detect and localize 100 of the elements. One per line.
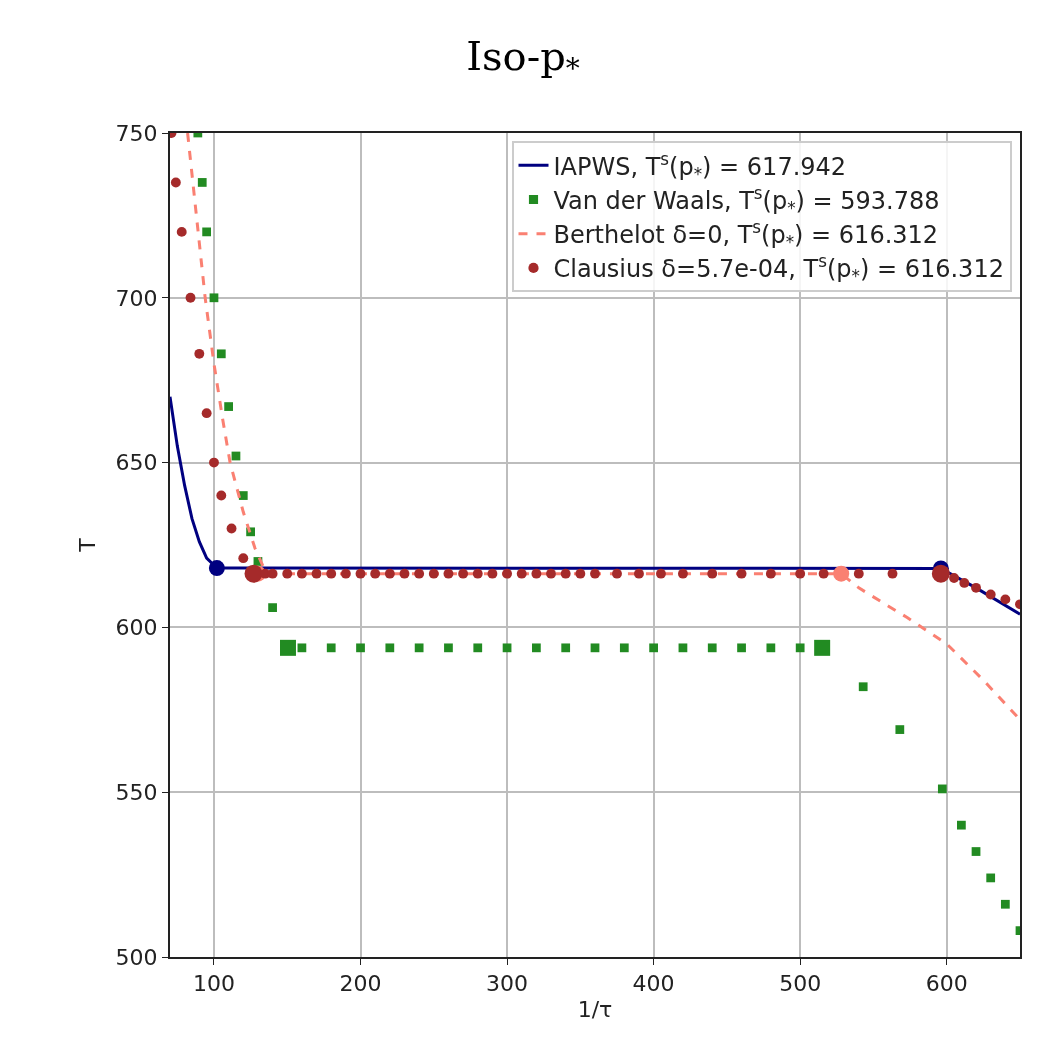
x-tick-label: 300 bbox=[486, 971, 529, 997]
point bbox=[678, 643, 688, 653]
point bbox=[443, 568, 454, 579]
point bbox=[949, 573, 959, 583]
point bbox=[1000, 594, 1011, 605]
point bbox=[472, 568, 483, 579]
point bbox=[561, 643, 571, 653]
point bbox=[887, 568, 898, 579]
point bbox=[176, 226, 187, 237]
point bbox=[765, 568, 776, 579]
point bbox=[209, 457, 219, 468]
y-tick-label: 750 bbox=[115, 120, 158, 146]
point bbox=[516, 568, 527, 579]
point bbox=[384, 568, 395, 579]
point bbox=[238, 553, 249, 564]
point bbox=[532, 643, 541, 653]
x-tick-label: 600 bbox=[925, 971, 968, 997]
point bbox=[795, 568, 806, 579]
point bbox=[971, 582, 981, 593]
point bbox=[216, 349, 226, 359]
legend-label: Van der Waals, T$^{s}$(p$_{*}$) = 593.788 bbox=[553, 182, 940, 218]
point bbox=[444, 643, 453, 653]
point bbox=[502, 568, 513, 579]
point bbox=[414, 568, 425, 579]
point bbox=[1000, 899, 1010, 909]
line-series bbox=[170, 395, 1020, 616]
point bbox=[634, 568, 644, 579]
point bbox=[267, 568, 278, 579]
point bbox=[428, 568, 439, 579]
point bbox=[194, 348, 205, 359]
point bbox=[370, 568, 381, 579]
point bbox=[487, 568, 498, 579]
x-axis-title: 1/τ bbox=[577, 996, 613, 1022]
point bbox=[959, 577, 970, 588]
point bbox=[282, 568, 293, 579]
point bbox=[937, 784, 947, 794]
point bbox=[209, 293, 219, 303]
y-tick-label: 500 bbox=[115, 944, 158, 970]
point bbox=[473, 643, 483, 653]
point bbox=[546, 568, 556, 579]
point bbox=[737, 643, 746, 653]
point bbox=[590, 568, 600, 579]
point bbox=[853, 568, 864, 579]
point bbox=[736, 568, 747, 579]
point bbox=[858, 682, 868, 692]
point bbox=[216, 490, 227, 501]
point bbox=[268, 603, 277, 612]
point bbox=[355, 568, 366, 579]
point bbox=[707, 643, 717, 653]
point bbox=[326, 643, 336, 653]
point bbox=[208, 560, 225, 577]
y-tick-label: 650 bbox=[115, 450, 158, 476]
point bbox=[202, 227, 212, 237]
point bbox=[502, 643, 512, 653]
point bbox=[707, 568, 718, 579]
point bbox=[677, 568, 688, 579]
point bbox=[238, 491, 248, 500]
point bbox=[197, 178, 207, 187]
point bbox=[224, 402, 233, 411]
point bbox=[340, 568, 351, 579]
point bbox=[612, 568, 622, 579]
point bbox=[385, 643, 395, 653]
point bbox=[560, 568, 571, 579]
legend-label: IAPWS, T$^{s}$(p$_{*}$) = 617.942 bbox=[553, 148, 847, 184]
point bbox=[833, 565, 850, 582]
y-tick-label: 700 bbox=[115, 285, 158, 311]
point bbox=[226, 523, 237, 534]
y-tick-label: 600 bbox=[115, 615, 158, 641]
y-axis-title: T bbox=[74, 537, 100, 553]
x-tick-label: 500 bbox=[779, 971, 822, 997]
point bbox=[971, 847, 981, 856]
point bbox=[590, 643, 600, 653]
legend-label: Berthelot δ=0, T$^{s}$(p$_{*}$) = 616.312 bbox=[553, 217, 939, 253]
point bbox=[326, 568, 337, 579]
chart-title: Iso-p$_{*}$ bbox=[466, 33, 580, 86]
point bbox=[185, 292, 196, 303]
point bbox=[531, 568, 542, 579]
point bbox=[296, 568, 307, 579]
point bbox=[619, 643, 629, 653]
x-tick-label: 100 bbox=[192, 971, 235, 997]
point bbox=[201, 408, 212, 419]
point bbox=[985, 589, 996, 600]
point bbox=[656, 568, 666, 579]
point bbox=[311, 568, 322, 579]
point bbox=[895, 725, 905, 734]
legend-label: Clausius δ=5.7e-04, T$^{s}$(p$_{*}$) = 616.312 bbox=[553, 251, 1004, 287]
point bbox=[818, 568, 829, 579]
x-tick-label: 200 bbox=[339, 971, 382, 997]
point bbox=[575, 568, 586, 579]
point bbox=[399, 568, 410, 579]
point bbox=[297, 643, 307, 653]
x-tick-label: 400 bbox=[632, 971, 675, 997]
y-tick-label: 550 bbox=[115, 779, 158, 805]
point bbox=[356, 643, 365, 653]
point bbox=[649, 643, 658, 653]
point bbox=[986, 873, 996, 883]
point bbox=[795, 643, 805, 653]
point bbox=[170, 177, 181, 188]
point bbox=[957, 820, 966, 830]
point bbox=[766, 643, 776, 653]
